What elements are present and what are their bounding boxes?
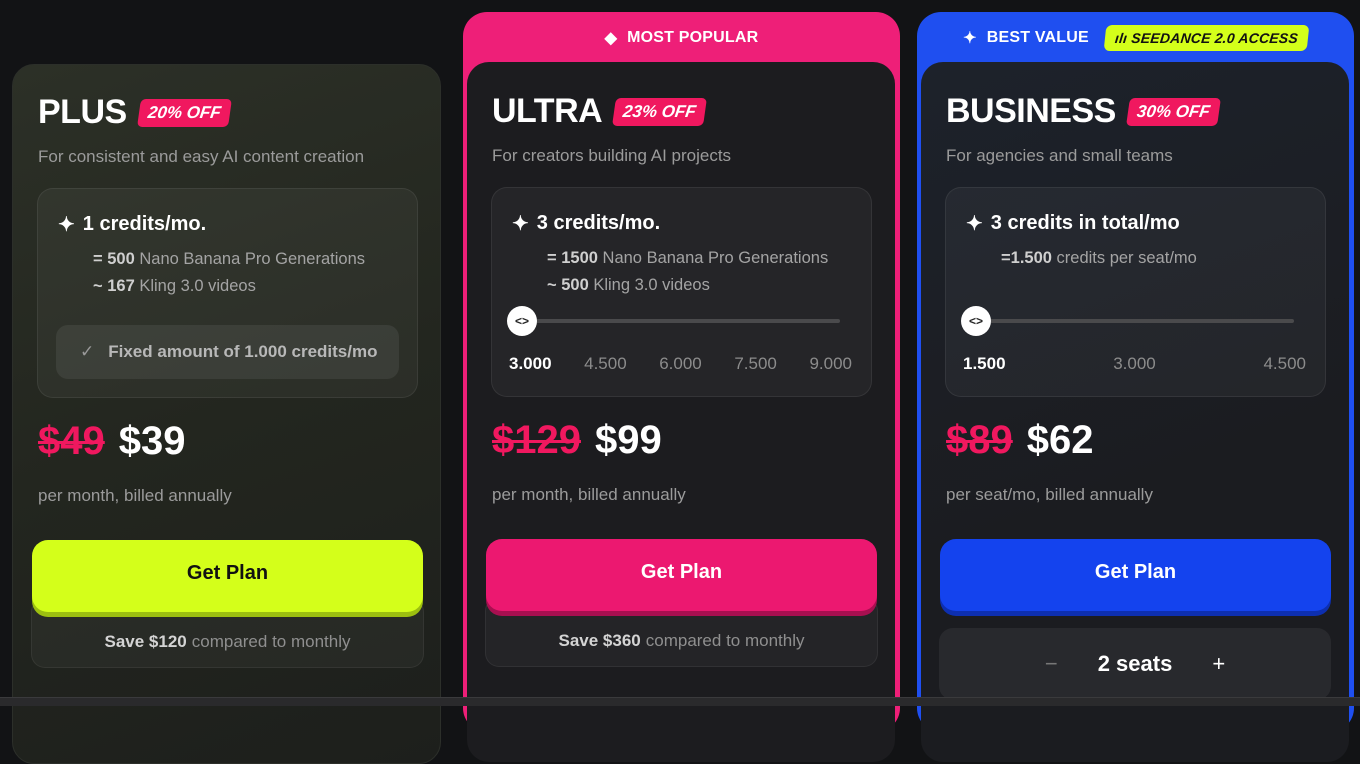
plan-name: ULTRA (492, 92, 603, 130)
credits-equivalent-1: = 1500 Nano Banana Pro Generations (547, 249, 829, 267)
discount-badge: 30% OFF (1125, 97, 1221, 126)
plan-description: For consistent and easy AI content creat… (38, 147, 365, 166)
check-icon: ✓ (80, 342, 95, 361)
diamond-icon: ◆ (604, 30, 618, 47)
plan-name: PLUS (38, 93, 127, 131)
seats-count: 2 seats (1097, 651, 1173, 676)
tick-label[interactable]: 9.000 (809, 354, 852, 373)
price: $49 $39 (38, 419, 186, 464)
credits-equivalent-2: ~ 167 Kling 3.0 videos (93, 277, 256, 295)
plan-description: For creators building AI projects (492, 146, 732, 165)
tick-label[interactable]: 3.000 (509, 354, 552, 373)
sparkle-icon: ✦ (512, 213, 529, 235)
current-price: $39 (118, 419, 186, 463)
decrease-seats-button[interactable]: − (1044, 651, 1058, 676)
slider-ticks: 3.000 4.500 6.000 7.500 9.000 (509, 354, 852, 374)
credits-equivalent-2: ~ 500 Kling 3.0 videos (547, 276, 710, 294)
tick-label[interactable]: 7.500 (734, 354, 777, 373)
discount-badge: 23% OFF (612, 97, 707, 126)
plan-card-plus: PLUS 20% OFF For consistent and easy AI c… (12, 64, 441, 764)
credits-slider-track[interactable] (964, 319, 1294, 323)
current-price: $62 (1026, 418, 1094, 462)
sparkle-icon: ✦ (58, 214, 75, 236)
slider-ticks: 1.500 3.000 4.500 (963, 354, 1306, 374)
fixed-credits-note: ✓ Fixed amount of 1.000 credits/mo (56, 325, 399, 379)
most-popular-ribbon: ◆ MOST POPULAR (604, 29, 759, 47)
price: $89 $62 (946, 418, 1094, 463)
old-price: $129 (492, 418, 581, 462)
credits-box (491, 187, 872, 397)
sparkle-icon: ✦ (963, 30, 977, 47)
tick-label[interactable]: 3.000 (1113, 354, 1156, 373)
credits-label: 1 credits/mo. (82, 213, 207, 235)
price: $129 $99 (492, 418, 662, 463)
credits-slider-track[interactable] (510, 319, 840, 323)
credits-box (945, 187, 1326, 397)
plan-name: BUSINESS (946, 92, 1116, 130)
discount-badge: 20% OFF (136, 98, 232, 127)
credits-slider-handle[interactable]: <> (961, 306, 991, 336)
tick-label[interactable]: 1.500 (963, 354, 1006, 373)
seats-stepper: − 2 seats + (939, 628, 1331, 700)
plan-card-ultra: ULTRA 23% OFF For creators building AI pr… (467, 62, 895, 762)
plan-description: For agencies and small teams (946, 146, 1173, 165)
credits-per-seat: =1.500 credits per seat/mo (1001, 249, 1197, 267)
credits-label: 3 credits/mo. (536, 212, 661, 234)
tick-label[interactable]: 4.500 (1263, 354, 1306, 373)
credits-slider-handle[interactable]: <> (507, 306, 537, 336)
sparkle-icon: ✦ (966, 213, 983, 235)
best-value-ribbon: ✦ BEST VALUE ılı SEEDANCE 2.0 ACCESS (917, 12, 1354, 64)
increase-seats-button[interactable]: + (1212, 651, 1226, 676)
bottom-bar (0, 697, 1360, 706)
current-price: $99 (594, 418, 662, 462)
get-plan-button[interactable]: Get Plan (940, 539, 1331, 611)
billing-note: per seat/mo, billed annually (946, 485, 1153, 504)
tick-label[interactable]: 4.500 (584, 354, 627, 373)
get-plan-button[interactable]: Get Plan (32, 540, 423, 612)
get-plan-button[interactable]: Get Plan (486, 539, 877, 611)
credits-label: 3 credits in total/mo (990, 212, 1180, 234)
tick-label[interactable]: 6.000 (659, 354, 702, 373)
seedance-access-badge: ılı SEEDANCE 2.0 ACCESS (1103, 25, 1310, 51)
credits-equivalent-1: = 500 Nano Banana Pro Generations (93, 250, 366, 268)
credits-box (37, 188, 418, 398)
billing-note: per month, billed annually (492, 485, 686, 504)
old-price: $49 (38, 419, 105, 463)
plan-card-business: BUSINESS 30% OFF For agencies and small t… (921, 62, 1349, 762)
old-price: $89 (946, 418, 1013, 462)
billing-note: per month, billed annually (38, 486, 232, 505)
